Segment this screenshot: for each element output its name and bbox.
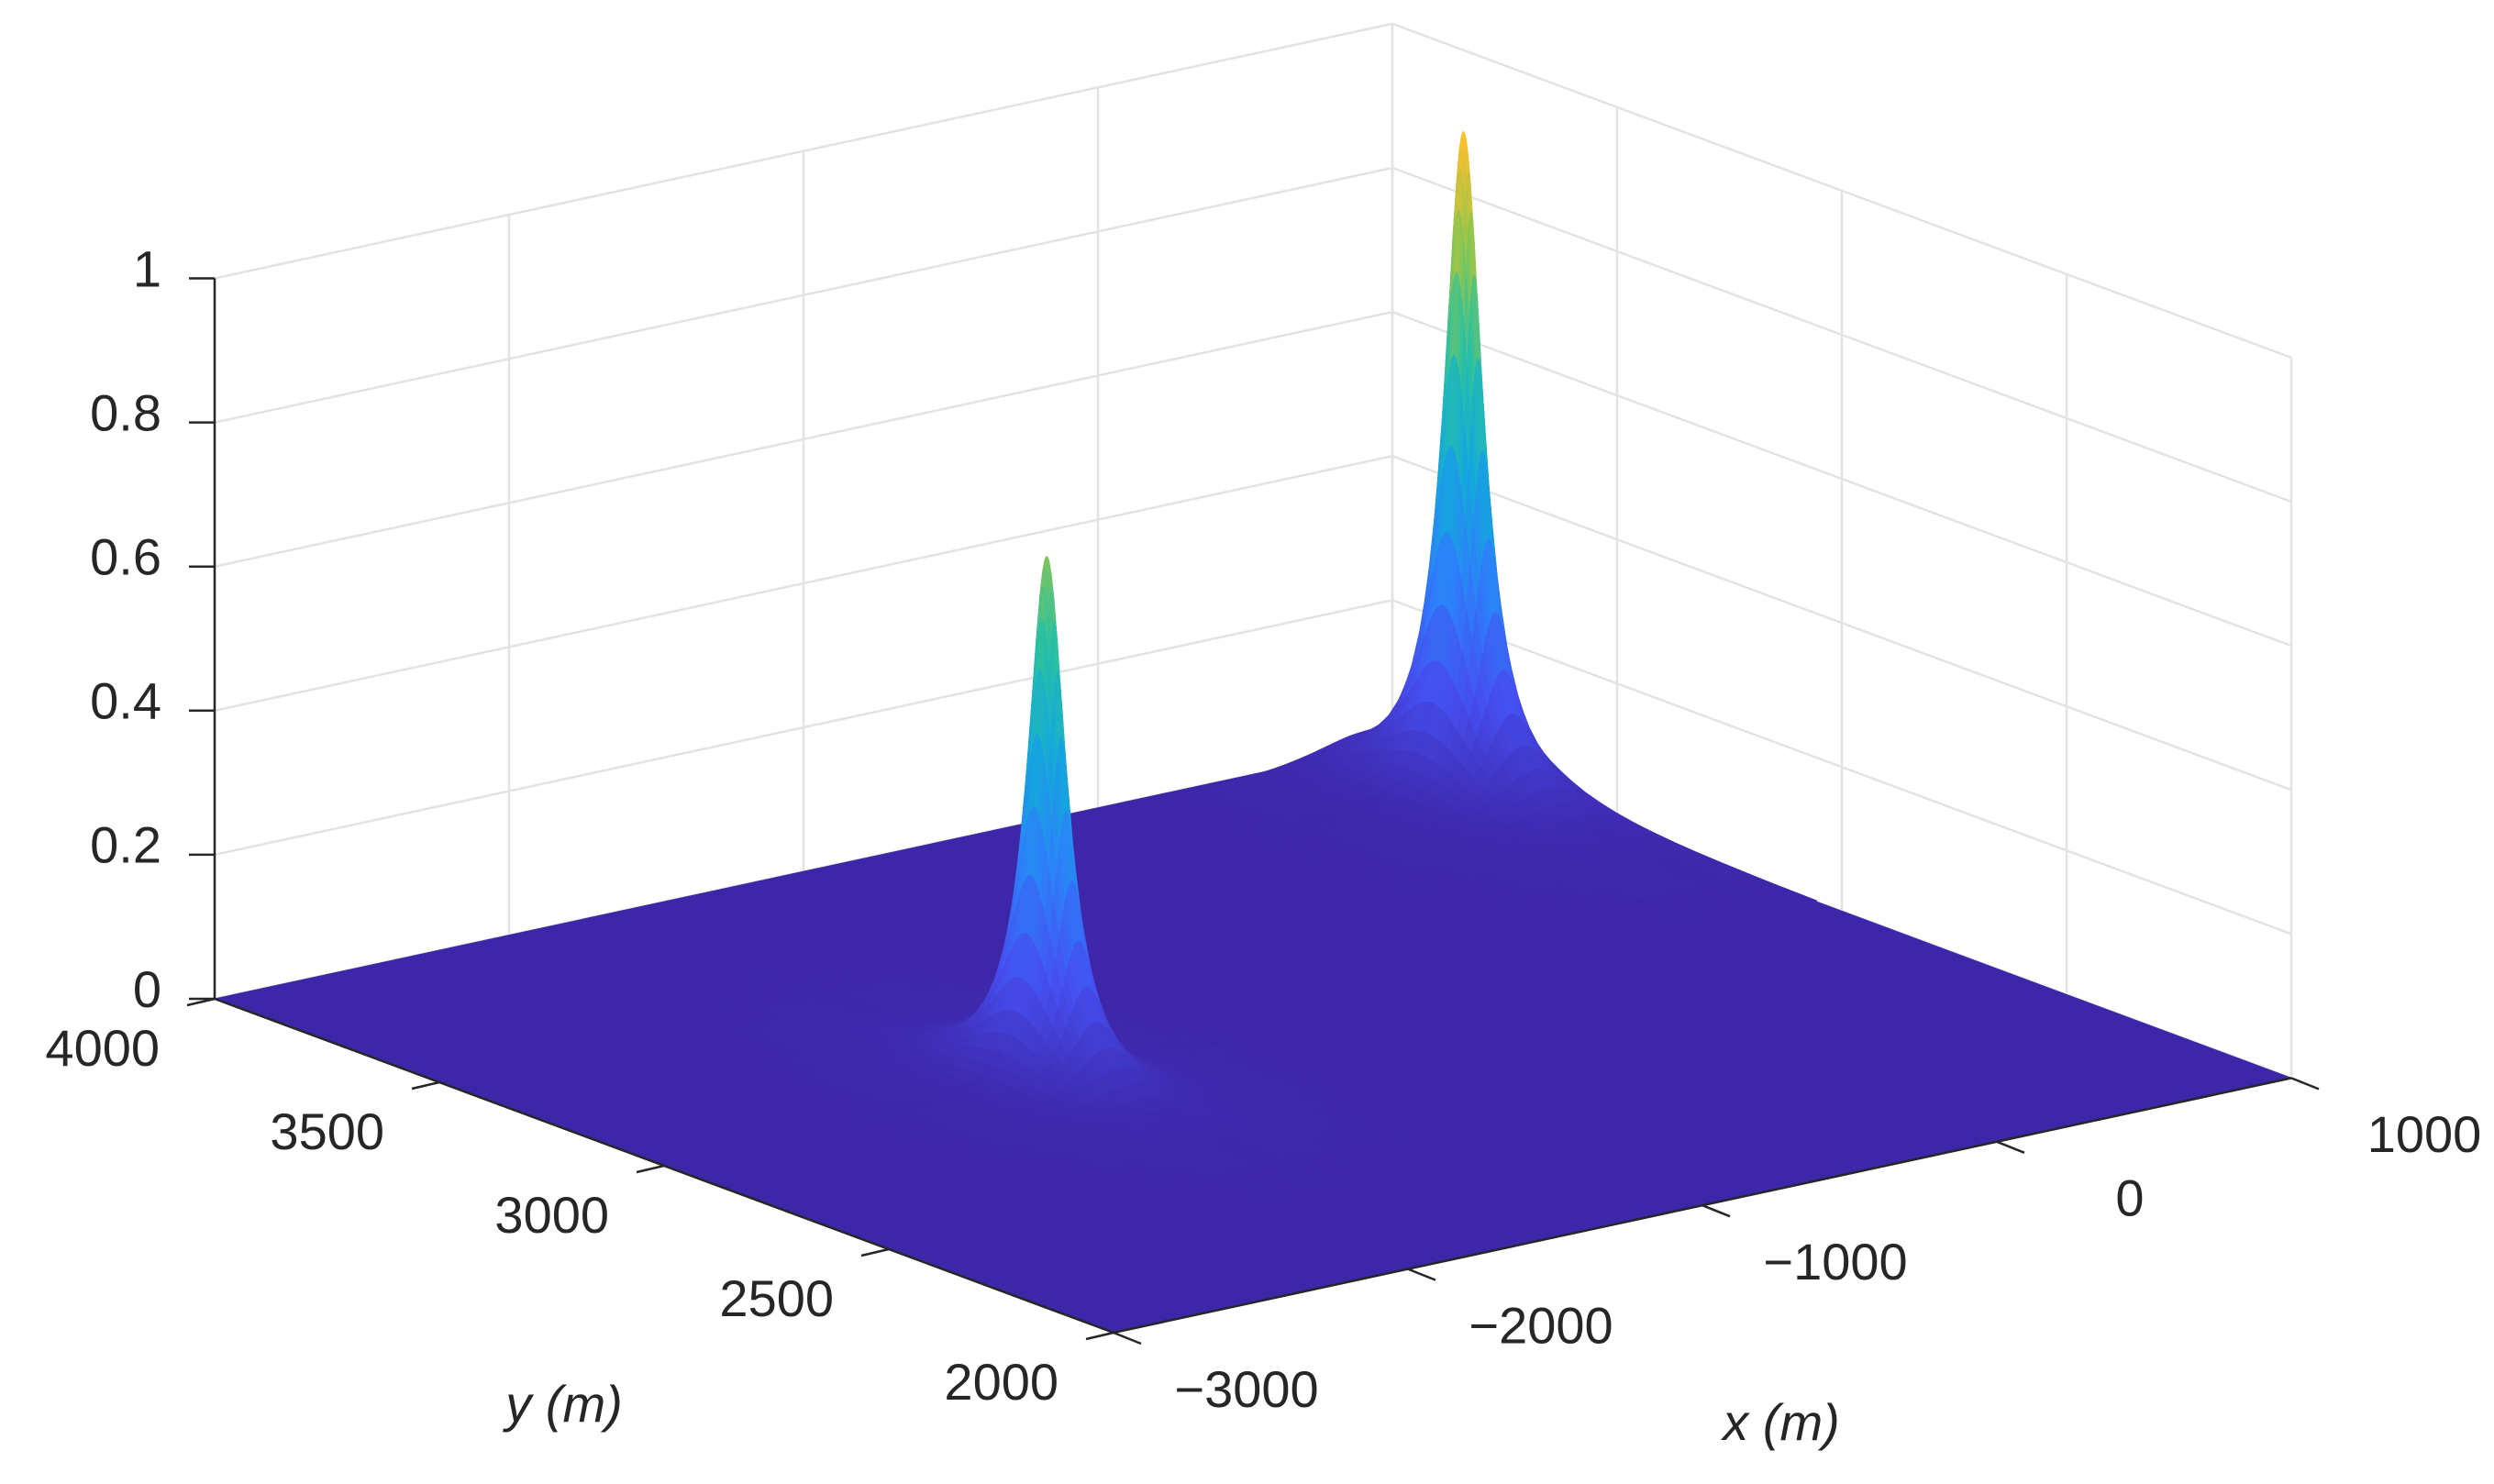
y-tick-label: 3000 [494, 1186, 609, 1244]
y-tick [411, 1080, 440, 1091]
y-axis-label: y (m) [502, 1375, 623, 1433]
z-tick-label: 0.4 [90, 672, 161, 730]
y-tick [1085, 1331, 1114, 1341]
y-tick-label: 2000 [944, 1353, 1059, 1411]
x-tick [1407, 1268, 1436, 1281]
y-tick [636, 1164, 665, 1174]
z-tick-label: 0.8 [90, 383, 161, 441]
y-tick-label: 3500 [270, 1102, 384, 1160]
x-tick [1701, 1204, 1731, 1218]
z-tick-label: 0.2 [90, 816, 161, 874]
surface-peak [1158, 130, 1818, 926]
y-tick-label: 4000 [45, 1019, 160, 1077]
z-tick-label: 1 [133, 239, 161, 297]
z-tick-label: 0 [133, 960, 161, 1018]
surface-peak [693, 556, 1402, 1198]
y-tick-label: 2500 [719, 1269, 834, 1327]
x-tick-label: 0 [2115, 1169, 2144, 1227]
x-tick-label: 1000 [2367, 1105, 2482, 1163]
x-tick [1113, 1331, 1142, 1346]
x-tick-label: −2000 [1469, 1296, 1613, 1354]
x-tick [1996, 1140, 2025, 1154]
y-tick [860, 1247, 890, 1257]
x-tick-label: −1000 [1763, 1233, 1907, 1290]
x-axis-label: x (m) [1720, 1393, 1840, 1451]
z-tick-label: 0.6 [90, 527, 161, 585]
x-tick-label: −3000 [1174, 1360, 1318, 1418]
x-tick [2290, 1077, 2320, 1091]
